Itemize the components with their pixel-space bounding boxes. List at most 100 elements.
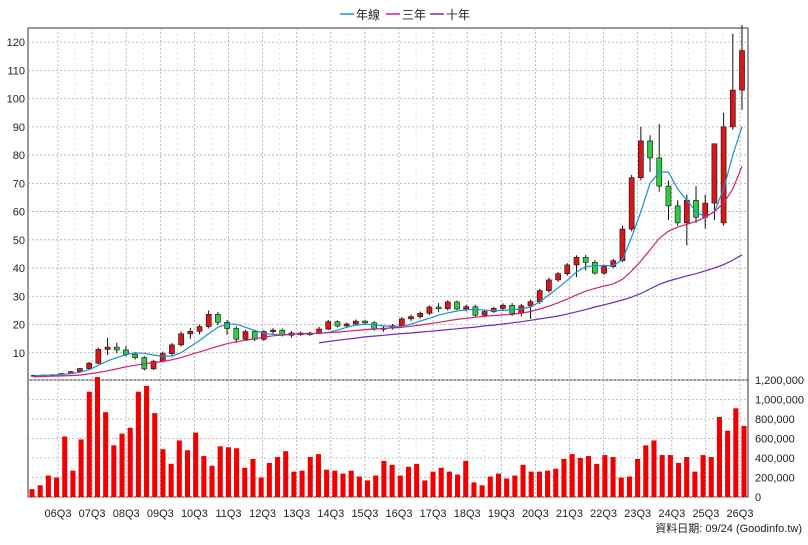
candle-body [95, 349, 102, 364]
candle-body [674, 205, 681, 224]
x-tick-label: 08Q3 [113, 508, 140, 520]
x-tick-label: 26Q3 [727, 508, 754, 520]
candle-body [647, 140, 653, 159]
volume-bar [692, 471, 698, 497]
volume-bar [414, 463, 420, 497]
volume-bar [667, 455, 673, 497]
volume-y-tick-label: 0 [755, 492, 761, 504]
volume-bar [274, 457, 281, 497]
ten-year-ma-line [318, 254, 743, 344]
volume-bar [635, 458, 641, 497]
volume-bar [299, 470, 305, 497]
candle-body [196, 326, 203, 332]
candle-body [187, 330, 194, 335]
legend: 年線 三年 十年 [340, 7, 470, 22]
volume-y-tick-label: 800,000 [755, 414, 795, 426]
annual-ma-line [33, 126, 743, 377]
x-tick-label: 10Q3 [181, 508, 208, 520]
candle-body [417, 312, 424, 317]
price-y-tick-label: 100 [7, 94, 25, 106]
volume-y-tick-label: 1,200,000 [755, 375, 804, 387]
candle-body [352, 320, 359, 325]
candle-body [546, 279, 552, 291]
volume-bar [520, 464, 526, 497]
candle-body [638, 140, 644, 178]
candle-body [684, 199, 690, 224]
volume-bar [242, 467, 248, 497]
price-y-tick-label: 110 [7, 65, 25, 77]
volume-bar [495, 473, 502, 497]
candle-body [444, 301, 451, 310]
three-year-ma-line [33, 166, 743, 378]
candle-body [398, 318, 405, 326]
volume-bar [545, 470, 551, 497]
volume-bar [209, 465, 215, 497]
volume-bar [397, 475, 403, 497]
volume-bar [487, 476, 493, 497]
volume-y-tick-label: 1,000,000 [755, 395, 804, 407]
candle-body [178, 333, 184, 346]
legend-annual-label: 年線 [356, 7, 380, 22]
price-y-tick-label: 20 [13, 320, 25, 332]
candle-body [720, 126, 727, 224]
volume-bar [373, 475, 379, 497]
volume-bar [217, 446, 223, 497]
volume-bar [340, 473, 346, 497]
candle-body [500, 305, 506, 309]
candle-body [205, 314, 212, 327]
candle-body [242, 331, 249, 340]
volume-bar [160, 449, 166, 497]
candle-body [343, 323, 350, 327]
volume-bar [716, 417, 722, 497]
x-tick-label: 11Q3 [215, 508, 241, 520]
volume-bar [651, 440, 657, 497]
legend-ten-year-label: 十年 [446, 8, 470, 22]
volume-bar [86, 391, 92, 497]
volume-bar [594, 463, 600, 497]
volume-bar [561, 458, 567, 497]
volume-bar [569, 454, 575, 497]
volume-bar [315, 454, 321, 497]
candle-body [527, 301, 534, 307]
volume-bar [455, 474, 461, 497]
x-tick-label: 21Q3 [556, 508, 583, 520]
x-tick-label: 18Q3 [454, 508, 481, 520]
price-y-tick-label: 90 [13, 122, 25, 134]
candle-body [113, 346, 120, 351]
candle-body [362, 320, 368, 324]
volume-bar [348, 470, 354, 497]
candle-body [169, 344, 175, 354]
volume-bar [291, 471, 297, 497]
legend-three-year-label: 三年 [402, 8, 426, 22]
volume-bar [422, 480, 428, 497]
volume-bar [152, 413, 158, 497]
volume-bar [430, 471, 436, 497]
volume-bar [225, 447, 231, 497]
price-plot-frame [27, 27, 749, 382]
volume-bar [332, 470, 338, 497]
volume-bar [536, 471, 542, 497]
volume-bar [381, 460, 387, 497]
candle-body [665, 185, 672, 207]
candle-body [739, 50, 745, 91]
x-tick-label: 16Q3 [386, 508, 413, 520]
price-panel: 10 20 30 40 50 60 70 80 90 100 110 120 [7, 25, 749, 382]
volume-bar [365, 480, 371, 497]
volume-bar [741, 425, 747, 497]
volume-bar [504, 478, 510, 497]
volume-bar [307, 457, 313, 497]
candle-body [729, 89, 736, 128]
volume-bar [675, 462, 682, 497]
price-y-tick-label: 60 [13, 207, 25, 219]
volume-bar [45, 475, 51, 497]
x-tick-label: 06Q3 [45, 508, 72, 520]
x-tick-label: 22Q3 [590, 508, 617, 520]
candle-body [123, 349, 129, 355]
price-y-tick-label: 30 [13, 291, 25, 303]
candle-body [408, 316, 414, 320]
price-y-tick-label: 80 [13, 150, 25, 162]
volume-bar [700, 455, 706, 497]
volume-bar [553, 468, 559, 497]
